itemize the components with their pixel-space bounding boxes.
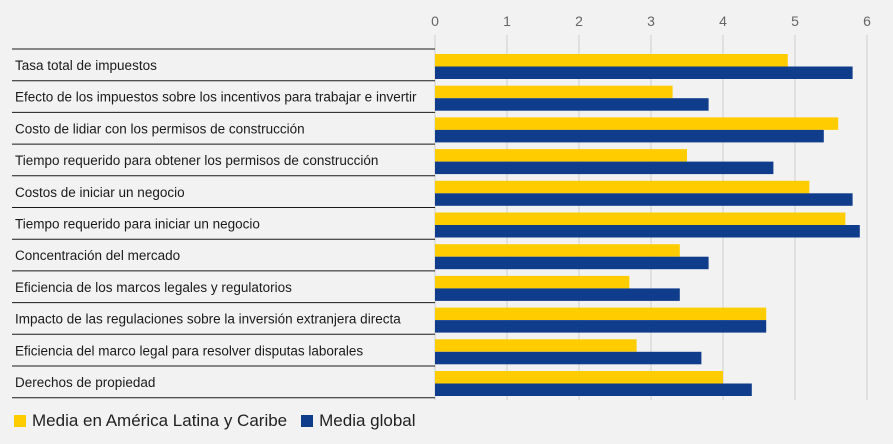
bar-latam [435, 371, 723, 384]
x-tick-label: 0 [431, 13, 439, 29]
bar-latam [435, 54, 788, 67]
x-tick-label: 4 [719, 13, 727, 29]
legend-label-global: Media global [319, 411, 416, 430]
category-label: Costos de iniciar un negocio [15, 185, 185, 200]
bar-global [435, 161, 774, 175]
category-label: Costo de lidiar con los permisos de cons… [15, 121, 305, 136]
bar-global [435, 383, 752, 396]
x-tick-label: 5 [791, 13, 799, 29]
bar-latam [435, 275, 630, 289]
category-label: Eficiencia del marco legal para resolver… [15, 343, 363, 358]
x-tick-label: 6 [863, 13, 871, 29]
bar-latam [435, 339, 637, 352]
legend-swatch-global [301, 415, 314, 427]
chart-legend: Media en América Latina y Caribe Media g… [14, 411, 430, 431]
category-label: Tiempo requerido para iniciar un negocio [15, 217, 260, 232]
category-label: Impacto de las regulaciones sobre la inv… [15, 312, 401, 327]
legend-label-latam: Media en América Latina y Caribe [32, 411, 288, 430]
bar-latam [435, 180, 810, 194]
bar-global [435, 66, 853, 79]
bar-global [435, 193, 853, 206]
bar-global [435, 288, 680, 301]
bar-global [435, 129, 824, 143]
category-label: Efecto de los impuestos sobre los incent… [15, 90, 417, 105]
bar-latam [435, 307, 767, 321]
category-label: Tiempo requerido para obtener los permis… [15, 153, 378, 168]
category-label: Concentración del mercado [15, 248, 180, 263]
bar-latam [435, 212, 846, 225]
bar-latam [435, 244, 680, 257]
category-label: Derechos de propiedad [15, 375, 155, 390]
bar-latam [435, 85, 673, 99]
x-tick-label: 1 [503, 13, 511, 29]
legend-item-global: Media global [301, 411, 416, 431]
bar-latam [435, 117, 839, 130]
x-tick-label: 3 [647, 13, 655, 29]
bar-global [435, 225, 860, 238]
bar-global [435, 320, 767, 333]
bar-global [435, 98, 709, 111]
x-tick-label: 2 [575, 13, 583, 29]
bar-latam [435, 149, 687, 162]
category-label: Tasa total de impuestos [15, 58, 157, 73]
bar-global [435, 351, 702, 365]
legend-item-latam: Media en América Latina y Caribe [14, 411, 287, 431]
category-label: Eficiencia de los marcos legales y regul… [15, 280, 292, 295]
legend-swatch-latam [14, 415, 26, 427]
bar-global [435, 256, 709, 270]
